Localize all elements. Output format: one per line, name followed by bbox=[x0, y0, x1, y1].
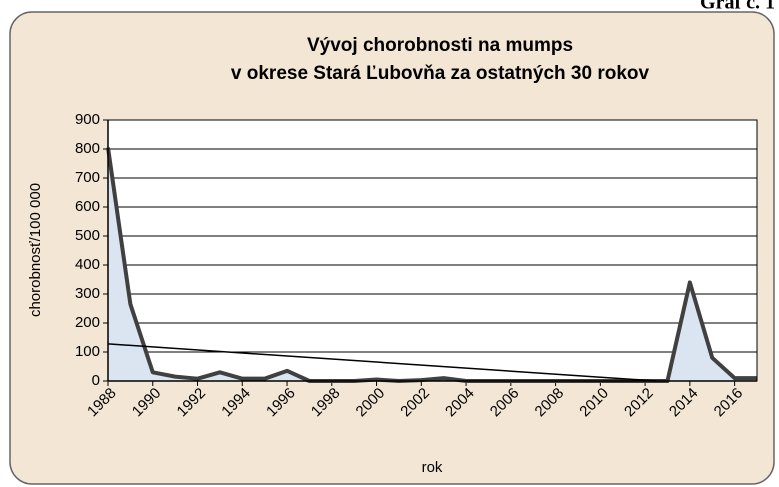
y-tick-label: 0 bbox=[92, 372, 100, 389]
y-axis-label: chorobnosť/100 000 bbox=[27, 183, 44, 317]
y-tick-label: 200 bbox=[75, 314, 100, 331]
y-tick-label: 800 bbox=[75, 140, 100, 157]
chart-subtitle: v okrese Stará Ľubovňa za ostatných 30 r… bbox=[231, 63, 650, 84]
plot-area bbox=[108, 120, 757, 381]
y-tick-label: 400 bbox=[75, 256, 100, 273]
plot-border bbox=[107, 119, 758, 382]
y-tick-label: 100 bbox=[75, 343, 100, 360]
y-tick-label: 900 bbox=[75, 111, 100, 128]
y-tick-label: 700 bbox=[75, 169, 100, 186]
chart-title: Vývoj chorobnosti na mumps bbox=[307, 35, 573, 56]
y-tick-label: 600 bbox=[75, 198, 100, 215]
annotation: Graf č. 1 bbox=[700, 0, 775, 14]
y-tick-label: 500 bbox=[75, 227, 100, 244]
trend-line bbox=[107, 343, 657, 382]
x-axis-label: rok bbox=[422, 459, 443, 476]
y-tick-label: 300 bbox=[75, 285, 100, 302]
area bbox=[108, 147, 757, 381]
